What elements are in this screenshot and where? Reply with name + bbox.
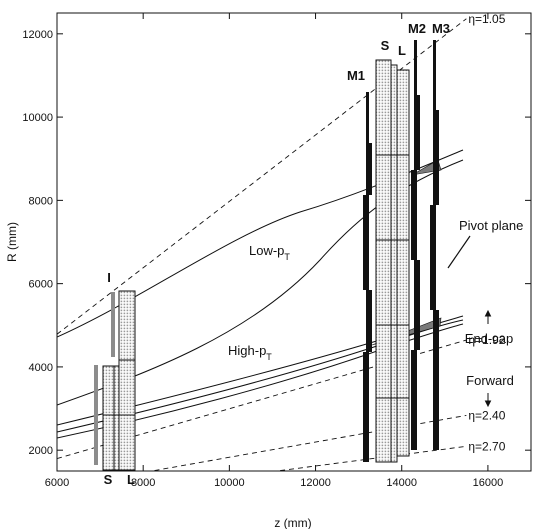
big-wheel-middle-chamber xyxy=(390,64,398,463)
big-wheel-L-chamber xyxy=(396,69,410,457)
x-tick-label: 14000 xyxy=(386,477,417,489)
label-big-L: L xyxy=(398,43,406,58)
x-tick-label: 16000 xyxy=(473,477,504,489)
x-axis-ticks: 6000 8000 10000 12000 14000 16000 xyxy=(45,13,503,489)
M2-chamber xyxy=(411,40,420,450)
y-tick-label: 2000 xyxy=(29,445,53,457)
eta-label: η=1.92 xyxy=(468,333,505,347)
big-wheel-S-chamber xyxy=(375,59,392,463)
eta-label: η=1.05 xyxy=(468,12,505,26)
x-tick-label: 10000 xyxy=(214,477,245,489)
label-pivot-plane: Pivot plane xyxy=(459,218,523,233)
gray-bar-inner xyxy=(94,365,98,465)
y-axis-ticks: 2000 4000 6000 8000 10000 12000 xyxy=(22,29,531,457)
eta-label: η=2.40 xyxy=(468,408,505,422)
big-wheel-chambers xyxy=(363,40,439,463)
label-small-L: L xyxy=(127,472,135,487)
label-forward: Forward xyxy=(466,373,514,388)
M3-chamber xyxy=(430,40,439,450)
label-big-S: S xyxy=(381,38,390,53)
small-wheel-L-chamber xyxy=(118,290,136,471)
x-tick-label: 8000 xyxy=(131,477,155,489)
small-wheel-chambers xyxy=(94,290,136,471)
label-M3: M3 xyxy=(432,21,450,36)
eta-labels: η=1.05 η=1.92 η=2.40 η=2.70 xyxy=(468,12,505,454)
gray-bar-I xyxy=(111,292,115,357)
label-high-pt: High-pT xyxy=(228,343,272,362)
label-M1: M1 xyxy=(347,68,365,83)
small-wheel-S-chamber xyxy=(102,365,115,471)
plot-frame xyxy=(56,12,532,472)
forward-arrowhead xyxy=(484,400,492,408)
y-tick-label: 12000 xyxy=(22,29,53,41)
end-cap-arrowhead xyxy=(484,309,492,317)
label-end-cap: End-cap xyxy=(465,331,513,346)
label-low-pt: Low-pT xyxy=(249,243,290,262)
y-tick-label: 4000 xyxy=(29,362,53,374)
label-I: I xyxy=(107,270,111,285)
M1-chamber xyxy=(363,92,372,462)
y-tick-label: 8000 xyxy=(29,195,53,207)
eta-label: η=2.70 xyxy=(468,439,505,453)
x-tick-label: 12000 xyxy=(300,477,331,489)
region-arrows xyxy=(484,309,492,408)
y-axis-label: R (mm) xyxy=(5,222,19,262)
pivot-plane-pointer xyxy=(447,235,471,269)
x-axis-label: z (mm) xyxy=(274,516,311,529)
y-tick-label: 10000 xyxy=(22,112,53,124)
y-tick-label: 6000 xyxy=(29,279,53,291)
x-tick-label: 6000 xyxy=(45,477,69,489)
big-wheel-dividers xyxy=(376,154,409,399)
label-M2: M2 xyxy=(408,21,426,36)
label-small-S: S xyxy=(104,472,113,487)
